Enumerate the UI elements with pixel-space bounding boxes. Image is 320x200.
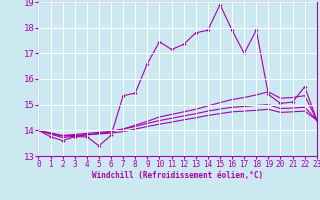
X-axis label: Windchill (Refroidissement éolien,°C): Windchill (Refroidissement éolien,°C) [92,171,263,180]
